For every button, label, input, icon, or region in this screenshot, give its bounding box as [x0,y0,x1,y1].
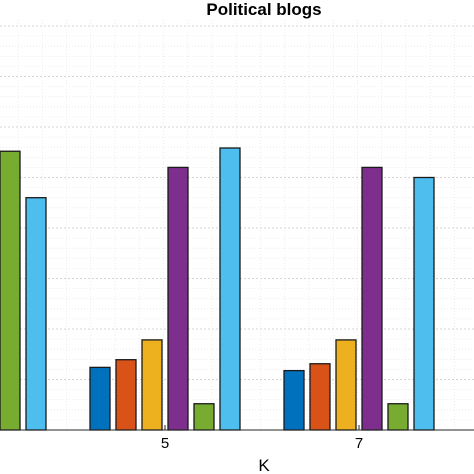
bar-k7-series3 [335,339,357,431]
bar-k3-series5 [0,150,21,431]
bar-k7-series5 [387,403,409,431]
bar-k5-series2 [115,359,137,431]
bar-k7-series1 [283,369,305,431]
bar-k5-series5 [193,403,215,431]
bars-group [0,147,435,431]
x-tick-label: 5 [161,435,169,452]
x-axis-label: K [258,456,270,474]
bar-k3-series6 [25,197,47,431]
bar-k5-series4 [167,166,189,431]
bar-k5-series6 [219,147,241,431]
bar-k5-series1 [89,366,111,431]
bar-k5-series3 [141,339,163,431]
bar-k7-series6 [413,176,435,431]
bar-k7-series2 [309,363,331,431]
bar-k7-series4 [361,166,383,431]
x-tick-label: 7 [355,435,363,452]
chart-title: Political blogs [206,0,321,19]
